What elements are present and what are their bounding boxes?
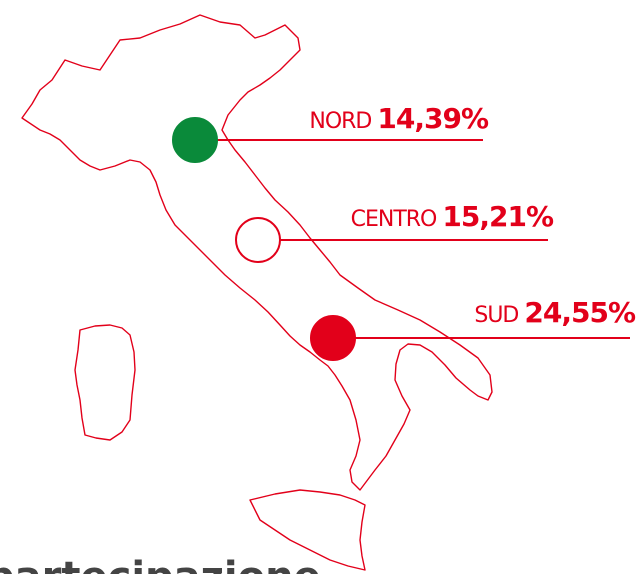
footer-text: partecipazione <box>0 554 321 574</box>
region-value: 15,21% <box>442 200 554 233</box>
region-name: NORD <box>309 109 371 134</box>
region-label: CENTRO 15,21% <box>351 200 554 233</box>
region-dot <box>310 315 356 361</box>
region-value: 24,55% <box>524 296 636 329</box>
region-dot <box>172 117 218 163</box>
sicily <box>249 489 366 571</box>
region-label: NORD 14,39% <box>309 102 489 135</box>
region-name: CENTRO <box>351 207 437 232</box>
italy-mainland <box>21 14 493 491</box>
sardinia <box>74 324 136 441</box>
region-dot <box>235 217 281 263</box>
region-name: SUD <box>474 303 518 328</box>
region-value: 14,39% <box>377 102 489 135</box>
region-label: SUD 24,55% <box>474 296 636 329</box>
